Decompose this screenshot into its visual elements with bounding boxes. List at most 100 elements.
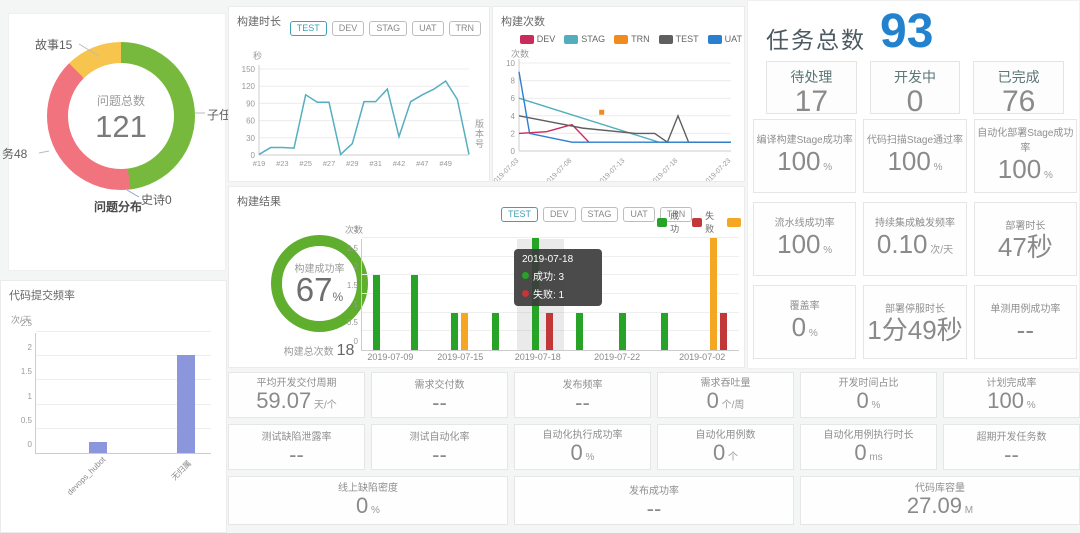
metric-card-4: 持续集成触发频率 0.10 次/天 <box>863 202 967 276</box>
metric-card-label: 编译构建Stage成功率 <box>756 135 853 146</box>
build-result-bar-chart[interactable]: 0 0.5 1 1.5 2 2.5 3 2019-07-09 2019-07-15 2019-07… <box>347 225 739 362</box>
bottom-metric-label: 平均开发交付周期 <box>256 377 337 389</box>
svg-text:#42: #42 <box>393 159 406 168</box>
task-card-value: 76 <box>1001 85 1036 118</box>
metric-card-unit: 次/天 <box>927 245 954 256</box>
commit-bar-0 <box>89 441 107 453</box>
metric-card-label: 持续集成触发频率 <box>874 218 955 229</box>
metric-card-8: 单测用例成功率 -- <box>973 285 1077 359</box>
count-legend-TEST[interactable]: TEST <box>658 34 699 44</box>
metric-card-2: 自动化部署Stage成功率 100 % <box>973 119 1077 193</box>
svg-text:2: 2 <box>511 129 516 138</box>
bottom-metric-card-0-1: 需求交付数 -- <box>371 372 508 418</box>
build-total-count: 构建总次数 18 <box>283 342 355 359</box>
tooltip-dot <box>522 290 529 297</box>
commit-gridline <box>36 355 211 357</box>
commit-ytick: 2 <box>27 343 32 353</box>
result-tab-dev[interactable]: DEV <box>543 207 576 222</box>
issue-donut-center: 问题总数 121 <box>47 92 195 145</box>
commit-gridline <box>36 331 211 332</box>
bottom-metric-row-0: 平均开发交付周期 59.07 天/个 需求交付数 -- 发布频率 -- 需求吞吐量 0 个/周… <box>228 372 1080 418</box>
result-bar-4 <box>492 312 500 350</box>
duration-tab-test[interactable]: TEST <box>289 21 327 36</box>
metric-card-value: 1分49秒 <box>867 315 963 345</box>
bottom-metric-card-2-1: 发布成功率 -- <box>514 476 794 525</box>
svg-text:2019-07-18: 2019-07-18 <box>649 157 679 181</box>
build-success-donut[interactable]: 构建成功率 67% <box>271 235 368 332</box>
bottom-metric-label: 自动化用例数 <box>695 429 756 441</box>
svg-text:2019-07-13: 2019-07-13 <box>596 157 626 181</box>
commit-gridline <box>36 427 211 429</box>
commit-frequency-bar-chart[interactable]: 0 0.5 1 1.5 2 2.5 devops_hubot 无归属 <box>21 319 211 497</box>
legend-label: TRN <box>631 34 650 44</box>
tasks-summary-panel: 任务总数 93 待处理 17 开发中 0 已完成 76 编译构建Stage成功率 100 %… <box>747 0 1080 369</box>
duration-tab-uat[interactable]: UAT <box>412 21 444 36</box>
slice-label-subtask: 子任 <box>207 108 232 122</box>
bottom-metric-card-0-4: 开发时间占比 0 % <box>800 372 937 418</box>
metric-card-unit: % <box>930 162 943 173</box>
result-ytick: 3 <box>353 225 358 234</box>
result-tab-uat[interactable]: UAT <box>623 207 655 222</box>
build-result-env-tabs: TEST DEV STAG UAT TRN <box>501 207 693 222</box>
task-card-label: 已完成 <box>997 69 1040 85</box>
bottom-metric-value: -- <box>289 442 304 467</box>
svg-text:30: 30 <box>246 134 255 143</box>
result-bar-1 <box>411 275 419 350</box>
result-bar-9 <box>660 312 668 350</box>
count-legend-DEV[interactable]: DEV <box>519 34 556 44</box>
duration-tab-trn[interactable]: TRN <box>448 21 481 36</box>
result-legend-成功[interactable]: 成功 <box>657 209 683 235</box>
commit-bar-1 <box>177 355 195 453</box>
metric-card-1: 代码扫描Stage通过率 100 % <box>863 119 967 193</box>
svg-text:#19: #19 <box>253 159 266 168</box>
metric-card-value: -- <box>1016 315 1034 345</box>
result-xlabel: 2019-07-18 <box>514 352 561 363</box>
bottom-metric-value: 59.07 天/个 <box>256 387 337 413</box>
legend-swatch <box>727 217 742 227</box>
issue-total-label: 问题总数 <box>96 94 145 108</box>
result-xlabel: 2019-07-02 <box>679 352 726 363</box>
result-ytick: 2.5 <box>346 243 358 253</box>
result-tab-stag[interactable]: STAG <box>580 207 619 222</box>
result-tab-trn[interactable]: TRN <box>659 207 693 222</box>
bottom-metric-unit: 个 <box>725 451 739 463</box>
metric-card-label: 自动化部署Stage成功率 <box>977 127 1074 154</box>
svg-text:120: 120 <box>242 82 256 91</box>
legend-label: TEST <box>675 34 699 44</box>
svg-text:2019-07-08: 2019-07-08 <box>543 157 573 181</box>
result-bar-10 <box>709 238 717 350</box>
result-legend-extra[interactable] <box>727 217 744 227</box>
result-ytick: 0 <box>353 337 358 346</box>
tooltip-text: 失败: 1 <box>533 290 565 301</box>
legend-label: DEV <box>536 34 556 44</box>
issue-donut-chart[interactable] <box>47 42 195 190</box>
svg-text:8: 8 <box>511 77 516 86</box>
duration-tab-dev[interactable]: DEV <box>331 21 365 36</box>
count-legend-UAT[interactable]: UAT <box>707 34 742 44</box>
build-duration-chart[interactable]: 0 30 60 90 120 150 #19 #23 #25 #27 #29 #31 #42 #47 #49 <box>229 59 489 181</box>
commit-frequency-title: 代码提交频率 <box>9 290 75 302</box>
svg-text:#23: #23 <box>276 159 289 168</box>
metric-card-value: 100 % <box>777 229 833 259</box>
result-legend-失败[interactable]: 失败 <box>692 209 718 235</box>
duration-tab-stag[interactable]: STAG <box>369 21 408 36</box>
result-bar-0 <box>373 275 381 350</box>
commit-y-unit: 次/天 <box>11 315 32 325</box>
legend-swatch <box>519 34 534 44</box>
bottom-metric-value: 27.09 M <box>906 493 974 518</box>
bottom-metric-card-2-2: 代码库容量 27.09 M <box>800 476 1080 525</box>
bottom-metric-label: 发布成功率 <box>629 485 679 497</box>
bottom-metric-unit: 天/个 <box>311 399 337 411</box>
result-tab-test[interactable]: TEST <box>501 207 539 222</box>
build-count-chart[interactable]: 0 2 4 6 8 10 2019-07-03 2019-07-08 2019-07-13 201… <box>493 55 744 181</box>
count-legend-TRN[interactable]: TRN <box>614 34 650 44</box>
bottom-metric-card-0-3: 需求吞吐量 0 个/周 <box>657 372 794 418</box>
svg-text:2019-07-23: 2019-07-23 <box>702 157 732 181</box>
bottom-metric-unit: % <box>1024 399 1036 411</box>
count-legend-STAG[interactable]: STAG <box>564 34 605 44</box>
metric-card-3: 流水线成功率 100 % <box>753 202 857 276</box>
build-count-panel: 构建次数 DEV STAG TRN TEST UAT 次数 0 2 4 6 8 10 2019-07… <box>492 6 745 182</box>
svg-text:#31: #31 <box>369 159 382 168</box>
bottom-metric-value: 0 % <box>856 387 881 413</box>
result-bar-7 <box>575 312 583 350</box>
